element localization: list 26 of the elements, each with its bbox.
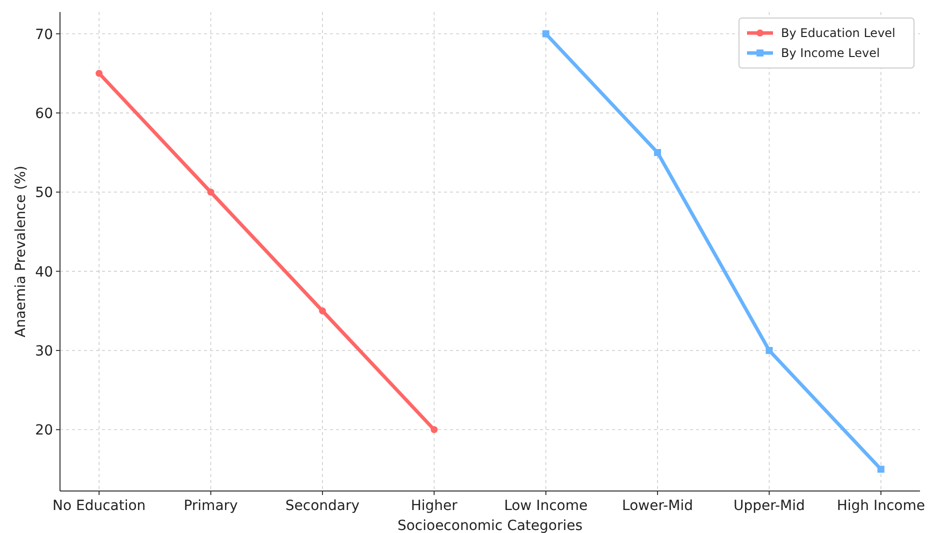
point [430,426,438,434]
x-tick-label: No Education [52,498,146,514]
x-tick-label: Low Income [504,498,588,514]
y-tick-label: 40 [35,264,53,280]
y-tick-label: 60 [35,106,53,122]
x-tick-label: Primary [184,498,238,514]
point [207,188,214,196]
y-axis-title: Anaemia Prevalence (%) [13,166,29,338]
point [766,346,773,354]
x-tick-label: High Income [836,498,925,514]
legend-label: By Income Level [781,46,880,60]
point [542,30,550,38]
point [96,70,103,77]
legend-label: By Education Level [781,26,896,40]
point [654,149,662,156]
x-tick-label: Upper-Mid [734,498,805,514]
x-tick-label: Higher [410,498,458,514]
y-tick-label: 20 [35,422,53,439]
x-tick-label: Secondary [285,498,360,514]
x-tick-label: Lower-Mid [622,498,694,514]
point [318,307,326,314]
point [877,466,884,473]
y-tick-label: 50 [35,185,53,202]
x-axis-title: Socioeconomic Categories [397,518,583,533]
y-tick-label: 30 [35,343,53,360]
y-tick-label: 70 [35,26,53,43]
